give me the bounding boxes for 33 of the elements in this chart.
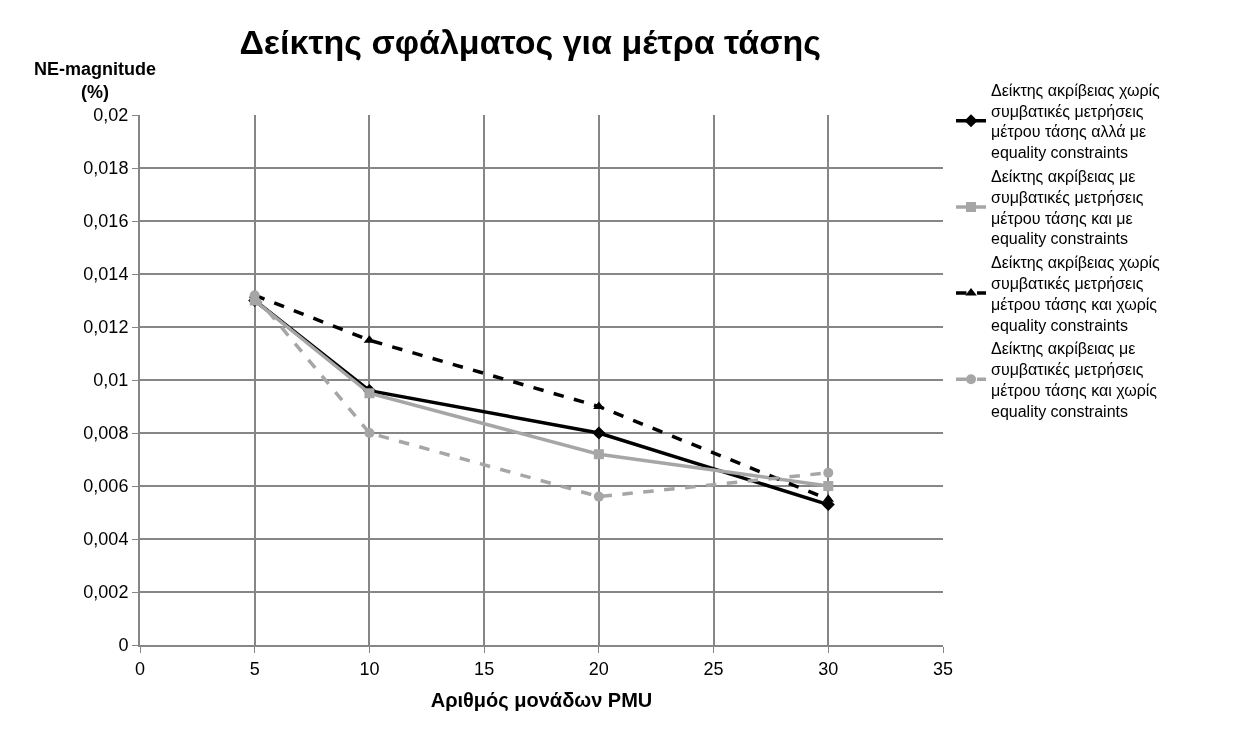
legend-label: Δείκτης ακρίβειας με συμβατικές μετρήσεις μέτρου τάσης και με equality constraints [991,167,1144,248]
y-tick-label: 0,004 [83,529,129,550]
legend-label: Δείκτης ακρίβειας χωρίς συμβατικές μετρήσεις μέτρου τάσης αλλά με equality constraints [991,81,1161,162]
x-tick-label: 20 [588,658,609,679]
x-tick-label: 25 [703,658,724,679]
y-tick-label: 0,008 [83,423,129,444]
x-axis-title: Αριθμός μονάδων PMU [430,688,653,711]
y-tick-label: 0,014 [83,264,129,285]
y-tick-label: 0,018 [83,158,129,179]
y-tick-label: 0,012 [83,317,129,338]
point [823,481,834,491]
x-tick-label: 15 [474,658,495,679]
x-tick-label: 5 [249,658,260,679]
x-tick-label: 0 [134,658,146,679]
chart-title: Δείκτης σφάλματος για μέτρα τάσης [239,22,821,61]
point [364,428,375,438]
point [593,491,604,502]
point [593,449,604,460]
y-tick-label: 0,02 [93,105,129,126]
point [364,388,375,399]
legend-label: Δείκτης ακρίβειας με συμβατικές μετρήσεις μέτρου τάσης και χωρίς equality constraints [991,340,1158,420]
x-tick-label: 35 [932,658,954,679]
x-tick-label: 10 [359,658,380,679]
y-tick-label: 0 [118,635,129,656]
legend-label: Δείκτης ακρίβειας χωρίς συμβατικές μετρήσεις μέτρου τάσης και χωρίς equality constraints [991,254,1161,334]
x-tick-label: 30 [818,658,839,679]
y-tick-label: 0,002 [83,582,129,603]
y-tick-label: 0,01 [93,370,129,391]
y-tick-label: 0,006 [83,476,129,497]
y-axis-title: NE-magnitude (%) [34,59,157,103]
point [823,467,834,478]
point [592,426,606,440]
y-tick-label: 0,016 [83,211,129,232]
